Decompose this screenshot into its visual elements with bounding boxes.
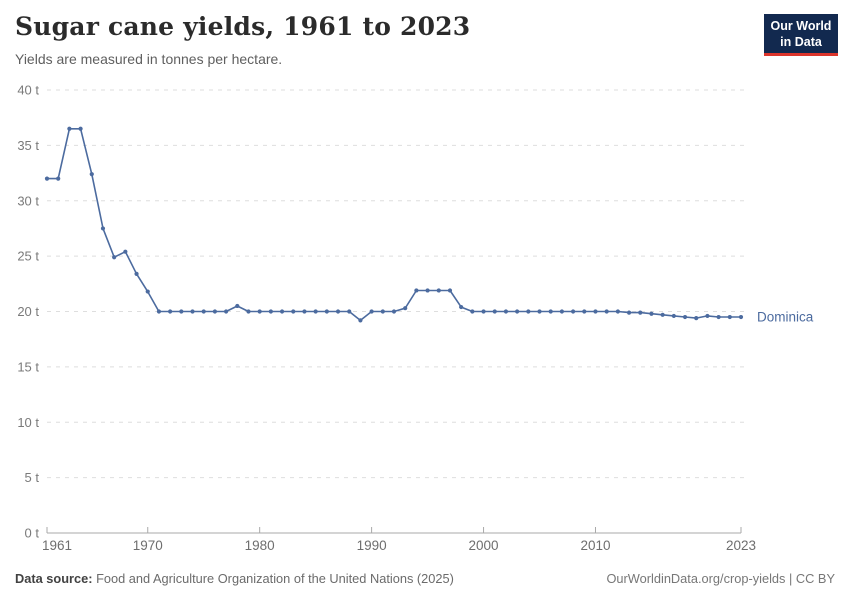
data-point-marker[interactable] xyxy=(279,309,285,314)
y-axis-tick-label: 40 t xyxy=(17,83,39,98)
data-point-marker[interactable] xyxy=(145,289,150,294)
y-axis-tick-label: 25 t xyxy=(17,249,39,264)
data-point-marker[interactable] xyxy=(369,309,374,314)
data-point-marker[interactable] xyxy=(559,309,565,314)
data-point-marker[interactable] xyxy=(470,309,475,314)
data-point-marker[interactable] xyxy=(380,309,385,314)
data-point-marker[interactable] xyxy=(246,309,251,314)
data-point-marker[interactable] xyxy=(347,309,352,314)
data-point-marker[interactable] xyxy=(481,309,486,314)
data-point-marker[interactable] xyxy=(313,309,318,314)
data-point-marker[interactable] xyxy=(324,309,329,314)
data-point-marker[interactable] xyxy=(403,306,408,311)
y-axis-tick-label: 15 t xyxy=(17,359,39,374)
owid-logo-line1: Our World xyxy=(770,19,832,33)
y-axis-tick-label: 0 t xyxy=(25,526,40,541)
data-point-marker[interactable] xyxy=(593,309,598,314)
data-point-marker[interactable] xyxy=(582,309,587,314)
data-point-marker[interactable] xyxy=(89,172,94,177)
x-axis-tick-label: 2010 xyxy=(580,538,610,553)
data-point-marker[interactable] xyxy=(503,309,509,314)
y-axis-tick-label: 30 t xyxy=(17,193,39,208)
data-point-marker[interactable] xyxy=(537,309,542,314)
chart-canvas[interactable]: 0 t 5 t 10 t 15 t 20 t 25 t 30 t 35 t 40 t 1961 19… xyxy=(0,80,850,558)
data-point-marker[interactable] xyxy=(223,309,229,314)
x-axis-tick-label: 2023 xyxy=(726,538,756,553)
data-point-marker[interactable] xyxy=(302,309,307,314)
series-label-dominica[interactable]: Dominica xyxy=(757,310,814,325)
data-point-marker[interactable] xyxy=(212,309,218,314)
data-point-marker[interactable] xyxy=(548,309,553,314)
data-source: Data source: Food and Agriculture Organi… xyxy=(15,571,454,586)
data-point-marker[interactable] xyxy=(56,176,61,181)
x-axis-tick-label: 2000 xyxy=(469,538,499,553)
y-axis-tick-label: 35 t xyxy=(17,138,39,153)
y-axis-tick-label: 20 t xyxy=(17,304,39,319)
data-point-marker[interactable] xyxy=(459,304,464,310)
data-point-marker[interactable] xyxy=(67,126,72,131)
data-point-marker[interactable] xyxy=(44,176,50,181)
data-point-marker[interactable] xyxy=(671,313,676,319)
data-point-marker[interactable] xyxy=(492,309,497,314)
data-point-marker[interactable] xyxy=(738,314,744,320)
data-point-marker[interactable] xyxy=(100,226,106,231)
data-point-marker[interactable] xyxy=(335,309,341,314)
data-point-marker[interactable] xyxy=(414,288,419,293)
chart-subtitle: Yields are measured in tonnes per hectar… xyxy=(15,51,283,67)
data-point-marker[interactable] xyxy=(156,309,162,314)
data-point-marker[interactable] xyxy=(134,271,139,276)
data-point-marker[interactable] xyxy=(436,288,441,293)
x-axis-tick-label: 1961 xyxy=(42,538,72,553)
page-title: Sugar cane yields, 1961 to 2023 xyxy=(15,12,471,41)
data-point-marker[interactable] xyxy=(358,318,363,323)
data-point-marker[interactable] xyxy=(682,314,688,320)
data-point-marker[interactable] xyxy=(626,310,632,315)
data-point-marker[interactable] xyxy=(649,311,654,316)
data-point-marker[interactable] xyxy=(123,249,128,254)
data-point-marker[interactable] xyxy=(694,316,699,321)
data-point-marker[interactable] xyxy=(660,312,665,317)
data-point-marker[interactable] xyxy=(190,309,195,314)
data-point-marker[interactable] xyxy=(235,303,240,309)
data-point-marker[interactable] xyxy=(604,309,609,314)
x-axis-tick-label: 1970 xyxy=(133,538,163,553)
data-point-marker[interactable] xyxy=(201,309,206,314)
data-point-marker[interactable] xyxy=(570,309,576,314)
y-axis-tick-label: 5 t xyxy=(25,470,40,485)
data-point-marker[interactable] xyxy=(112,255,117,260)
owid-logo-line2: in Data xyxy=(780,35,822,49)
data-source-text: Food and Agriculture Organization of the… xyxy=(92,571,454,586)
data-point-marker[interactable] xyxy=(727,314,732,320)
data-point-marker[interactable] xyxy=(168,309,173,314)
data-point-marker[interactable] xyxy=(268,309,273,314)
data-point-marker[interactable] xyxy=(257,309,262,314)
data-point-marker[interactable] xyxy=(447,288,453,293)
data-point-marker[interactable] xyxy=(638,310,643,315)
data-point-marker[interactable] xyxy=(515,309,520,314)
data-point-marker[interactable] xyxy=(78,126,83,131)
data-point-marker[interactable] xyxy=(425,288,430,293)
data-source-label: Data source: xyxy=(15,571,93,586)
y-axis-tick-label: 10 t xyxy=(17,415,39,430)
series-line-dominica[interactable] xyxy=(46,127,742,322)
data-point-marker[interactable] xyxy=(391,309,397,314)
x-axis-tick-label: 1980 xyxy=(245,538,275,553)
x-axis-tick-label: 1990 xyxy=(357,538,387,553)
data-point-marker[interactable] xyxy=(705,313,710,319)
data-point-marker[interactable] xyxy=(716,314,721,320)
attribution-link[interactable]: OurWorldinData.org/crop-yields | CC BY xyxy=(606,571,835,586)
data-point-marker[interactable] xyxy=(179,309,184,314)
data-point-marker[interactable] xyxy=(291,309,296,314)
data-point-marker[interactable] xyxy=(615,309,620,314)
owid-logo[interactable]: Our World in Data xyxy=(764,14,838,56)
chart-footer: Data source: Food and Agriculture Organi… xyxy=(15,571,835,586)
data-point-marker[interactable] xyxy=(526,309,531,314)
